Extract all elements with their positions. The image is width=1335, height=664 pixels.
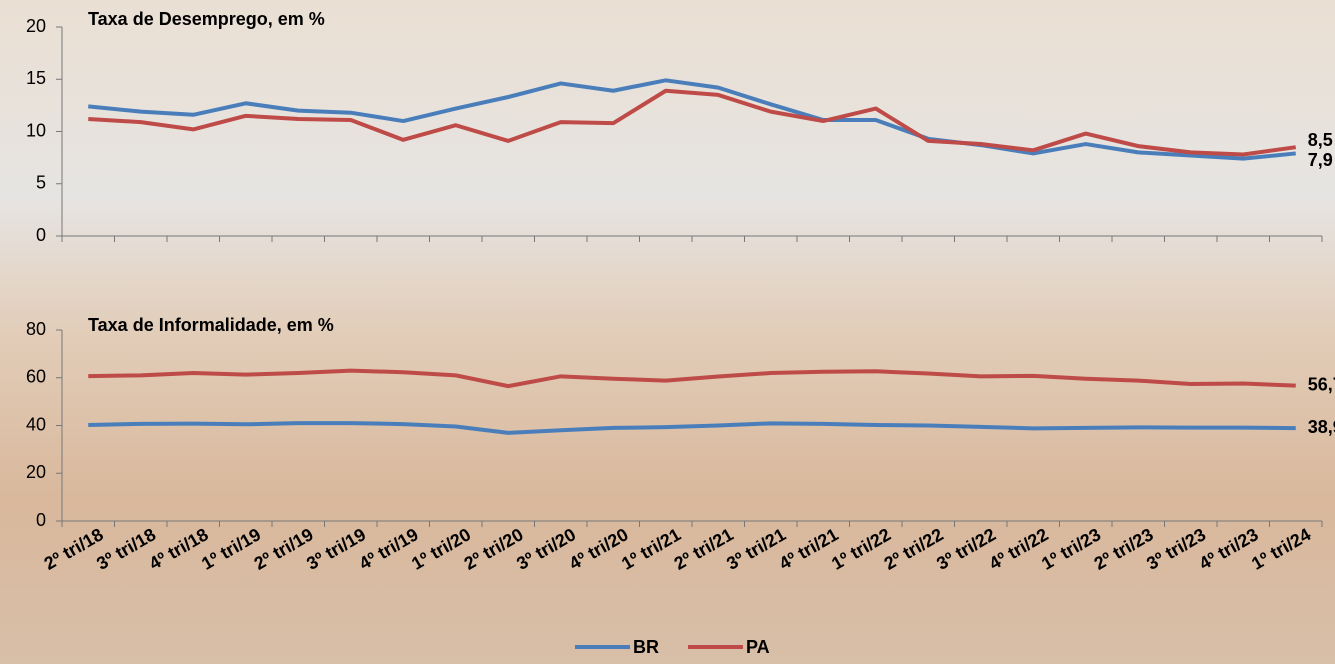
x-tick-label: 1º tri/21 [618, 524, 684, 574]
series-line [88, 421, 1296, 435]
x-tick-label: 4º tri/20 [566, 524, 632, 574]
x-tick-label: 1º tri/23 [1038, 524, 1104, 574]
legend-label: BR [633, 637, 659, 657]
x-tick-label: 3º tri/21 [723, 524, 789, 574]
x-tick-label: 1º tri/22 [828, 524, 894, 574]
x-tick-label: 1º tri/19 [198, 524, 264, 574]
y-tick-label: 0 [36, 510, 46, 530]
x-tick-label: 4º tri/18 [146, 524, 212, 574]
y-tick-label: 40 [26, 414, 46, 434]
x-tick-label: 2º tri/22 [881, 524, 947, 574]
chart-title: Taxa de Desemprego, em % [88, 9, 325, 29]
chart-title: Taxa de Informalidade, em % [88, 315, 334, 335]
value-label: 56,7 [1308, 374, 1335, 394]
y-tick-label: 80 [26, 319, 46, 339]
x-tick-label: 3º tri/22 [933, 524, 999, 574]
legend-label: PA [746, 637, 770, 657]
x-tick-label: 1º tri/20 [408, 524, 474, 574]
y-tick-label: 20 [26, 462, 46, 482]
x-tick-label: 4º tri/19 [356, 524, 422, 574]
series-line [88, 88, 1297, 157]
x-tick-label: 3º tri/23 [1143, 524, 1209, 574]
y-tick-label: 20 [26, 16, 46, 36]
y-tick-label: 10 [26, 120, 46, 140]
y-tick-label: 5 [36, 173, 46, 193]
y-tick-label: 0 [36, 225, 46, 245]
x-tick-label: 2º tri/21 [671, 524, 737, 574]
series-line [88, 368, 1296, 389]
x-tick-label: 2º tri/19 [251, 524, 317, 574]
x-tick-label: 1º tri/24 [1248, 524, 1314, 574]
x-tick-label: 4º tri/21 [776, 524, 842, 574]
x-tick-label: 4º tri/23 [1196, 524, 1262, 574]
y-tick-label: 60 [26, 367, 46, 387]
y-tick-label: 15 [26, 68, 46, 88]
x-tick-label: 2º tri/23 [1091, 524, 1157, 574]
value-label: 7,9 [1308, 150, 1333, 170]
series-line [88, 78, 1296, 161]
x-tick-label: 3º tri/18 [93, 524, 159, 574]
x-tick-label: 2º tri/20 [461, 524, 527, 574]
value-label: 38,9 [1308, 417, 1335, 437]
x-tick-label: 3º tri/19 [303, 524, 369, 574]
value-label: 8,5 [1308, 130, 1333, 150]
x-tick-label: 4º tri/22 [986, 524, 1052, 574]
x-tick-label: 3º tri/20 [513, 524, 579, 574]
x-tick-label: 2º tri/18 [41, 524, 107, 574]
